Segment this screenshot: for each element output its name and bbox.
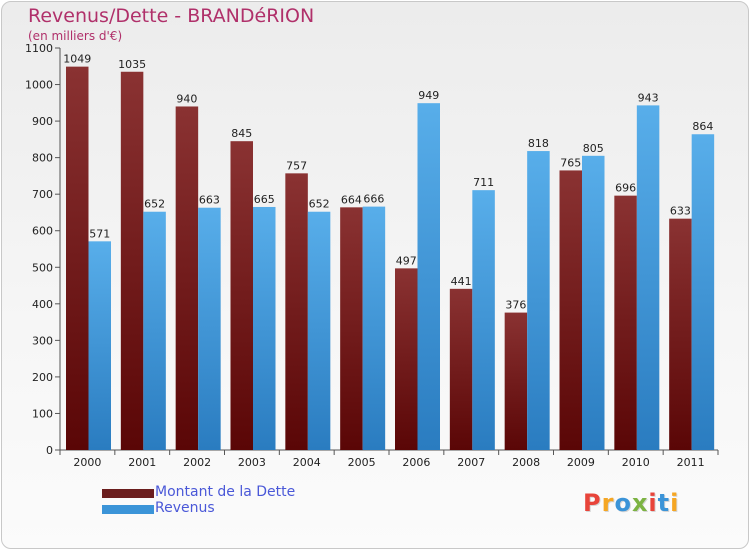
value-label-debt-2004: 757 bbox=[286, 159, 307, 172]
x-tick-label: 2004 bbox=[293, 456, 321, 469]
bar-debt-2009 bbox=[559, 170, 582, 450]
bar-debt-2011 bbox=[669, 218, 692, 450]
y-tick-label: 300 bbox=[32, 334, 53, 347]
value-label-revenus-2009: 805 bbox=[583, 142, 604, 155]
x-tick-label: 2003 bbox=[238, 456, 266, 469]
value-label-debt-2002: 940 bbox=[176, 92, 197, 105]
bar-debt-2000 bbox=[66, 66, 89, 450]
value-label-debt-2011: 633 bbox=[670, 205, 691, 218]
legend-swatch-debt bbox=[102, 489, 154, 498]
bar-debt-2006 bbox=[395, 268, 418, 450]
value-label-debt-2006: 497 bbox=[396, 254, 417, 267]
bar-debt-2010 bbox=[614, 195, 637, 450]
value-label-debt-2003: 845 bbox=[231, 127, 252, 140]
y-tick-label: 800 bbox=[32, 152, 53, 165]
x-tick-label: 2011 bbox=[677, 456, 705, 469]
y-tick-label: 0 bbox=[46, 444, 53, 457]
bar-debt-2004 bbox=[285, 173, 308, 451]
y-tick-label: 700 bbox=[32, 188, 53, 201]
bar-debt-2002 bbox=[175, 106, 199, 451]
value-label-debt-2007: 441 bbox=[451, 275, 472, 288]
legend-label-debt: Montant de la Dette bbox=[155, 484, 296, 500]
value-label-debt-2009: 765 bbox=[560, 156, 581, 169]
x-tick-label: 2007 bbox=[457, 456, 485, 469]
x-tick-label: 2001 bbox=[128, 456, 156, 469]
bar-revenus-2006 bbox=[417, 103, 440, 450]
y-tick-label: 100 bbox=[32, 407, 53, 420]
bar-revenus-2000 bbox=[88, 241, 111, 450]
value-label-revenus-2011: 864 bbox=[692, 120, 713, 133]
bar-revenus-2001 bbox=[143, 211, 166, 450]
y-tick-label: 900 bbox=[32, 115, 53, 128]
legend-label-revenus: Revenus bbox=[155, 500, 215, 516]
chart-title: Revenus/Dette - BRANDéRION bbox=[28, 5, 315, 27]
value-label-revenus-2007: 711 bbox=[473, 176, 494, 189]
x-tick-label: 2002 bbox=[183, 456, 211, 469]
y-tick-label: 1100 bbox=[25, 42, 53, 55]
y-tick-label: 600 bbox=[32, 225, 53, 238]
bar-revenus-2005 bbox=[362, 206, 386, 450]
value-label-debt-2008: 376 bbox=[505, 299, 526, 312]
x-tick-label: 2000 bbox=[73, 456, 101, 469]
value-label-revenus-2004: 652 bbox=[309, 198, 330, 211]
value-label-revenus-2000: 571 bbox=[89, 227, 110, 240]
value-label-debt-2010: 696 bbox=[615, 182, 636, 195]
y-tick-label: 500 bbox=[32, 261, 53, 274]
value-label-revenus-2010: 943 bbox=[638, 91, 659, 104]
value-label-debt-2001: 1035 bbox=[118, 58, 146, 71]
y-tick-label: 400 bbox=[32, 298, 53, 311]
bar-debt-2007 bbox=[449, 288, 473, 450]
bar-revenus-2008 bbox=[527, 151, 550, 451]
axes: 0 100 200 300 400 500 600 700 800 900 1000 1100 2000… bbox=[25, 42, 719, 469]
value-label-revenus-2002: 663 bbox=[199, 194, 220, 207]
legend-swatch-revenus bbox=[102, 505, 154, 514]
value-label-debt-2005: 664 bbox=[341, 193, 362, 206]
y-tick-label: 1000 bbox=[25, 79, 53, 92]
value-label-revenus-2008: 818 bbox=[528, 137, 549, 150]
bar-revenus-2010 bbox=[636, 105, 660, 450]
x-tick-label: 2010 bbox=[622, 456, 650, 469]
value-label-revenus-2001: 652 bbox=[144, 198, 165, 211]
bar-debt-2005 bbox=[340, 207, 363, 450]
value-label-debt-2000: 1049 bbox=[63, 53, 91, 66]
chart-unit-label: (en milliers d'€) bbox=[28, 29, 123, 43]
bar-revenus-2003 bbox=[253, 206, 276, 450]
value-label-revenus-2006: 949 bbox=[418, 89, 439, 102]
bar-revenus-2004 bbox=[307, 211, 331, 450]
x-tick-label: 2009 bbox=[567, 456, 595, 469]
bar-revenus-2007 bbox=[472, 190, 495, 451]
x-tick-label: 2006 bbox=[402, 456, 430, 469]
bars-group bbox=[66, 66, 715, 451]
proxiti-logo: Proxiti bbox=[583, 489, 680, 517]
value-label-revenus-2005: 666 bbox=[363, 193, 384, 206]
bar-revenus-2002 bbox=[198, 207, 221, 450]
value-label-revenus-2003: 665 bbox=[254, 193, 275, 206]
bar-revenus-2011 bbox=[691, 134, 715, 451]
bar-revenus-2009 bbox=[582, 155, 605, 451]
bar-debt-2008 bbox=[504, 312, 528, 450]
x-tick-label: 2008 bbox=[512, 456, 540, 469]
bar-debt-2001 bbox=[120, 71, 144, 450]
y-tick-label: 200 bbox=[32, 371, 53, 384]
value-labels-group: 1049 1035 940 845 757 664 497 441 376 765 696 633 57… bbox=[63, 53, 713, 312]
bar-debt-2003 bbox=[230, 141, 253, 450]
x-tick-label: 2005 bbox=[348, 456, 376, 469]
